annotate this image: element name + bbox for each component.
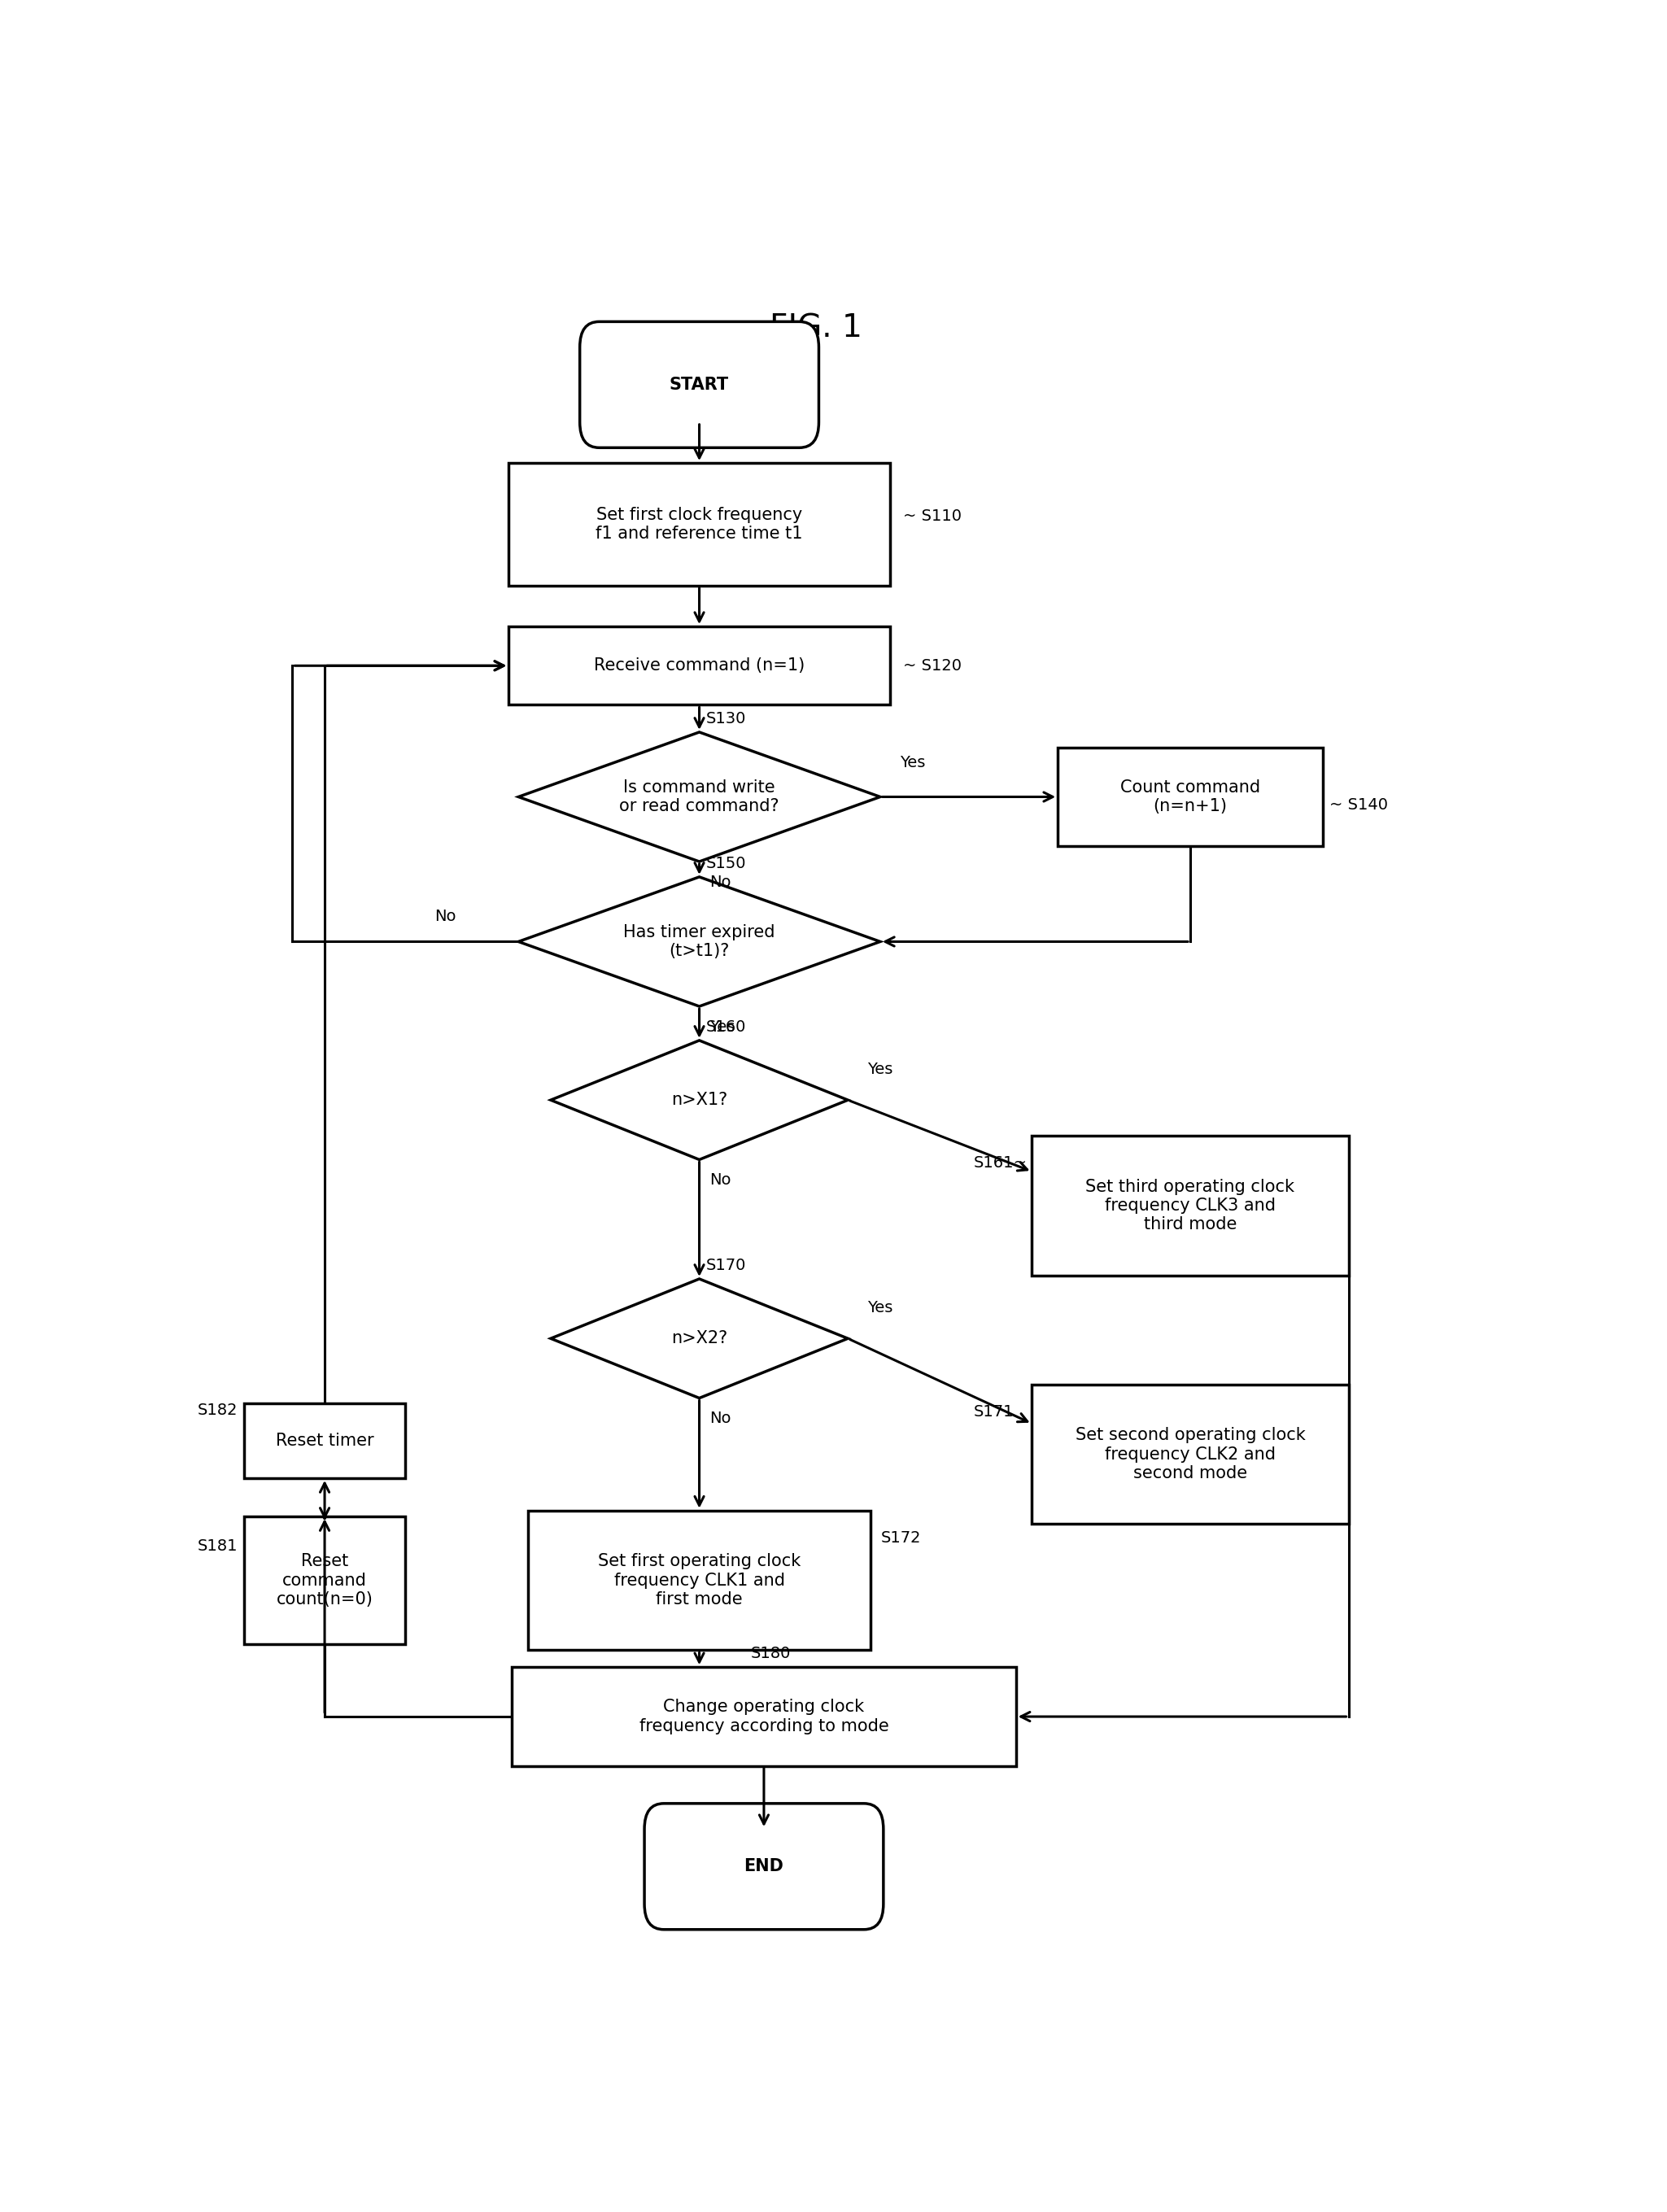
Text: Set second operating clock
frequency CLK2 and
second mode: Set second operating clock frequency CLK… <box>1075 1427 1305 1482</box>
Text: Yes: Yes <box>867 1301 894 1316</box>
Bar <box>528 1511 870 1650</box>
Text: S181: S181 <box>197 1540 237 1555</box>
Text: ~ S140: ~ S140 <box>1329 799 1387 814</box>
Text: S150: S150 <box>705 856 747 872</box>
Text: n>X1?: n>X1? <box>672 1093 727 1108</box>
Text: Reset timer: Reset timer <box>275 1433 373 1449</box>
Text: Yes: Yes <box>867 1062 894 1077</box>
Text: n>X2?: n>X2? <box>672 1329 727 1347</box>
Bar <box>1032 1385 1349 1524</box>
Text: ~ S110: ~ S110 <box>904 509 962 524</box>
Text: S170: S170 <box>705 1256 745 1272</box>
Text: Yes: Yes <box>900 754 925 770</box>
Text: END: END <box>743 1858 783 1874</box>
Text: Yes: Yes <box>710 1020 735 1035</box>
Text: No: No <box>710 1411 732 1427</box>
Polygon shape <box>550 1040 849 1159</box>
Text: Set third operating clock
frequency CLK3 and
third mode: Set third operating clock frequency CLK3… <box>1085 1179 1295 1232</box>
Bar <box>243 1517 405 1644</box>
Text: Receive command (n=1): Receive command (n=1) <box>593 657 805 675</box>
Bar <box>508 626 890 706</box>
Text: Set first clock frequency
f1 and reference time t1: Set first clock frequency f1 and referen… <box>595 507 803 542</box>
Text: S171: S171 <box>974 1405 1014 1420</box>
Polygon shape <box>518 876 880 1006</box>
Text: S172: S172 <box>880 1531 922 1546</box>
Text: START: START <box>670 376 728 394</box>
Text: ~ S120: ~ S120 <box>904 657 962 672</box>
Text: Reset
command
count(n=0): Reset command count(n=0) <box>277 1553 373 1608</box>
Text: No: No <box>710 874 732 889</box>
Bar <box>508 462 890 586</box>
Text: No: No <box>435 909 457 925</box>
Bar <box>1059 748 1322 847</box>
Text: Is command write
or read command?: Is command write or read command? <box>620 779 778 814</box>
Polygon shape <box>550 1279 849 1398</box>
FancyBboxPatch shape <box>580 321 818 447</box>
Bar <box>243 1402 405 1478</box>
Bar <box>512 1668 1015 1765</box>
Text: Set first operating clock
frequency CLK1 and
first mode: Set first operating clock frequency CLK1… <box>598 1553 800 1608</box>
Text: S180: S180 <box>752 1646 792 1661</box>
Polygon shape <box>518 732 880 863</box>
Text: FIG. 1: FIG. 1 <box>768 314 862 345</box>
Text: No: No <box>710 1172 732 1188</box>
Text: Has timer expired
(t>t1)?: Has timer expired (t>t1)? <box>623 925 775 960</box>
Text: S130: S130 <box>705 710 745 726</box>
Text: Change operating clock
frequency according to mode: Change operating clock frequency accordi… <box>638 1699 889 1734</box>
Text: S182: S182 <box>197 1402 237 1418</box>
FancyBboxPatch shape <box>645 1803 884 1929</box>
Text: S161~: S161~ <box>974 1155 1027 1170</box>
Text: Count command
(n=n+1): Count command (n=n+1) <box>1120 779 1260 814</box>
Text: S160: S160 <box>705 1020 745 1035</box>
Bar <box>1032 1135 1349 1276</box>
